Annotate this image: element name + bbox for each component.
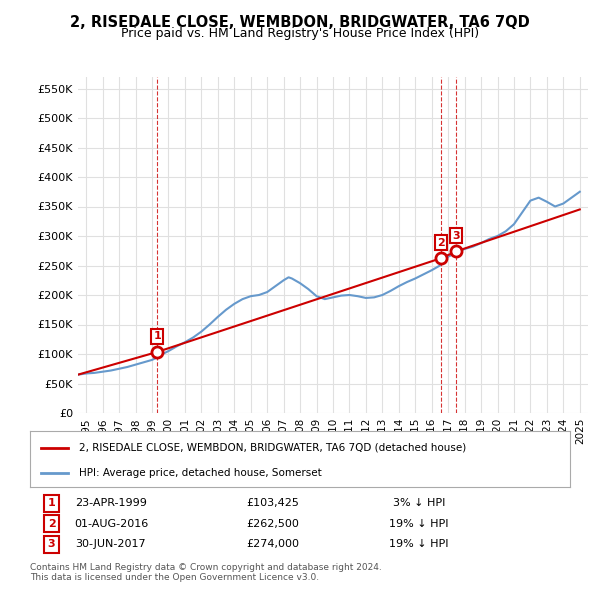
Text: 2, RISEDALE CLOSE, WEMBDON, BRIDGWATER, TA6 7QD: 2, RISEDALE CLOSE, WEMBDON, BRIDGWATER, … xyxy=(70,15,530,30)
Text: 01-AUG-2016: 01-AUG-2016 xyxy=(74,519,148,529)
Text: HPI: Average price, detached house, Somerset: HPI: Average price, detached house, Some… xyxy=(79,468,322,478)
Text: This data is licensed under the Open Government Licence v3.0.: This data is licensed under the Open Gov… xyxy=(30,573,319,582)
Text: 1: 1 xyxy=(48,499,55,509)
Text: 2: 2 xyxy=(437,238,445,248)
Text: 2, RISEDALE CLOSE, WEMBDON, BRIDGWATER, TA6 7QD (detached house): 2, RISEDALE CLOSE, WEMBDON, BRIDGWATER, … xyxy=(79,442,466,453)
Text: 1: 1 xyxy=(153,332,161,342)
Text: 3% ↓ HPI: 3% ↓ HPI xyxy=(392,499,445,509)
Text: £262,500: £262,500 xyxy=(247,519,299,529)
Text: Price paid vs. HM Land Registry's House Price Index (HPI): Price paid vs. HM Land Registry's House … xyxy=(121,27,479,40)
Text: 3: 3 xyxy=(48,539,55,549)
Text: 30-JUN-2017: 30-JUN-2017 xyxy=(76,539,146,549)
Text: 2: 2 xyxy=(48,519,55,529)
Text: 19% ↓ HPI: 19% ↓ HPI xyxy=(389,519,449,529)
Text: £274,000: £274,000 xyxy=(247,539,299,549)
Text: 3: 3 xyxy=(452,231,460,241)
Text: Contains HM Land Registry data © Crown copyright and database right 2024.: Contains HM Land Registry data © Crown c… xyxy=(30,563,382,572)
Text: 23-APR-1999: 23-APR-1999 xyxy=(75,499,147,509)
Text: £103,425: £103,425 xyxy=(247,499,299,509)
Text: 19% ↓ HPI: 19% ↓ HPI xyxy=(389,539,449,549)
